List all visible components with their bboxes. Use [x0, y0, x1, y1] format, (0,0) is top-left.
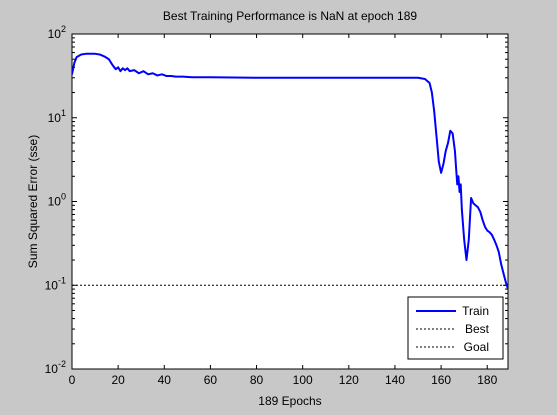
legend-label-train: Train: [462, 304, 489, 318]
x-tick-label: 80: [250, 373, 264, 387]
x-tick-label: 160: [431, 373, 451, 387]
x-tick-label: 20: [111, 373, 125, 387]
y-tick-label: 10-1: [45, 275, 66, 292]
legend: Train Best Goal: [407, 296, 504, 360]
x-axis-label: 189 Epochs: [258, 394, 321, 408]
x-tick-labels: 0 20 40 60 80 100 120 140 160 180: [69, 373, 498, 387]
series-lines: [72, 52, 508, 290]
y-tick-label: 101: [48, 108, 66, 125]
y-tick-labels: 10-2 10-1 100 101 102: [45, 24, 66, 376]
y-tick-label: 10-2: [45, 359, 66, 376]
y-tick-label: 102: [48, 24, 66, 41]
x-tick-label: 40: [158, 373, 172, 387]
y-axis-label: Sum Squared Error (sse): [26, 135, 40, 268]
legend-label-goal: Goal: [464, 340, 489, 354]
x-tick-label: 140: [385, 373, 405, 387]
chart-title: Best Training Performance is NaN at epoc…: [163, 9, 417, 23]
y-tick-label: 100: [48, 192, 66, 209]
legend-label-best: Best: [465, 322, 490, 336]
x-tick-label: 100: [293, 373, 313, 387]
axis-ticks: [71, 33, 508, 370]
x-tick-label: 0: [69, 373, 76, 387]
x-tick-label: 60: [204, 373, 218, 387]
series-line-train: [72, 52, 508, 290]
x-tick-label: 120: [339, 373, 359, 387]
x-tick-label: 180: [477, 373, 497, 387]
legend-box: [407, 296, 504, 360]
